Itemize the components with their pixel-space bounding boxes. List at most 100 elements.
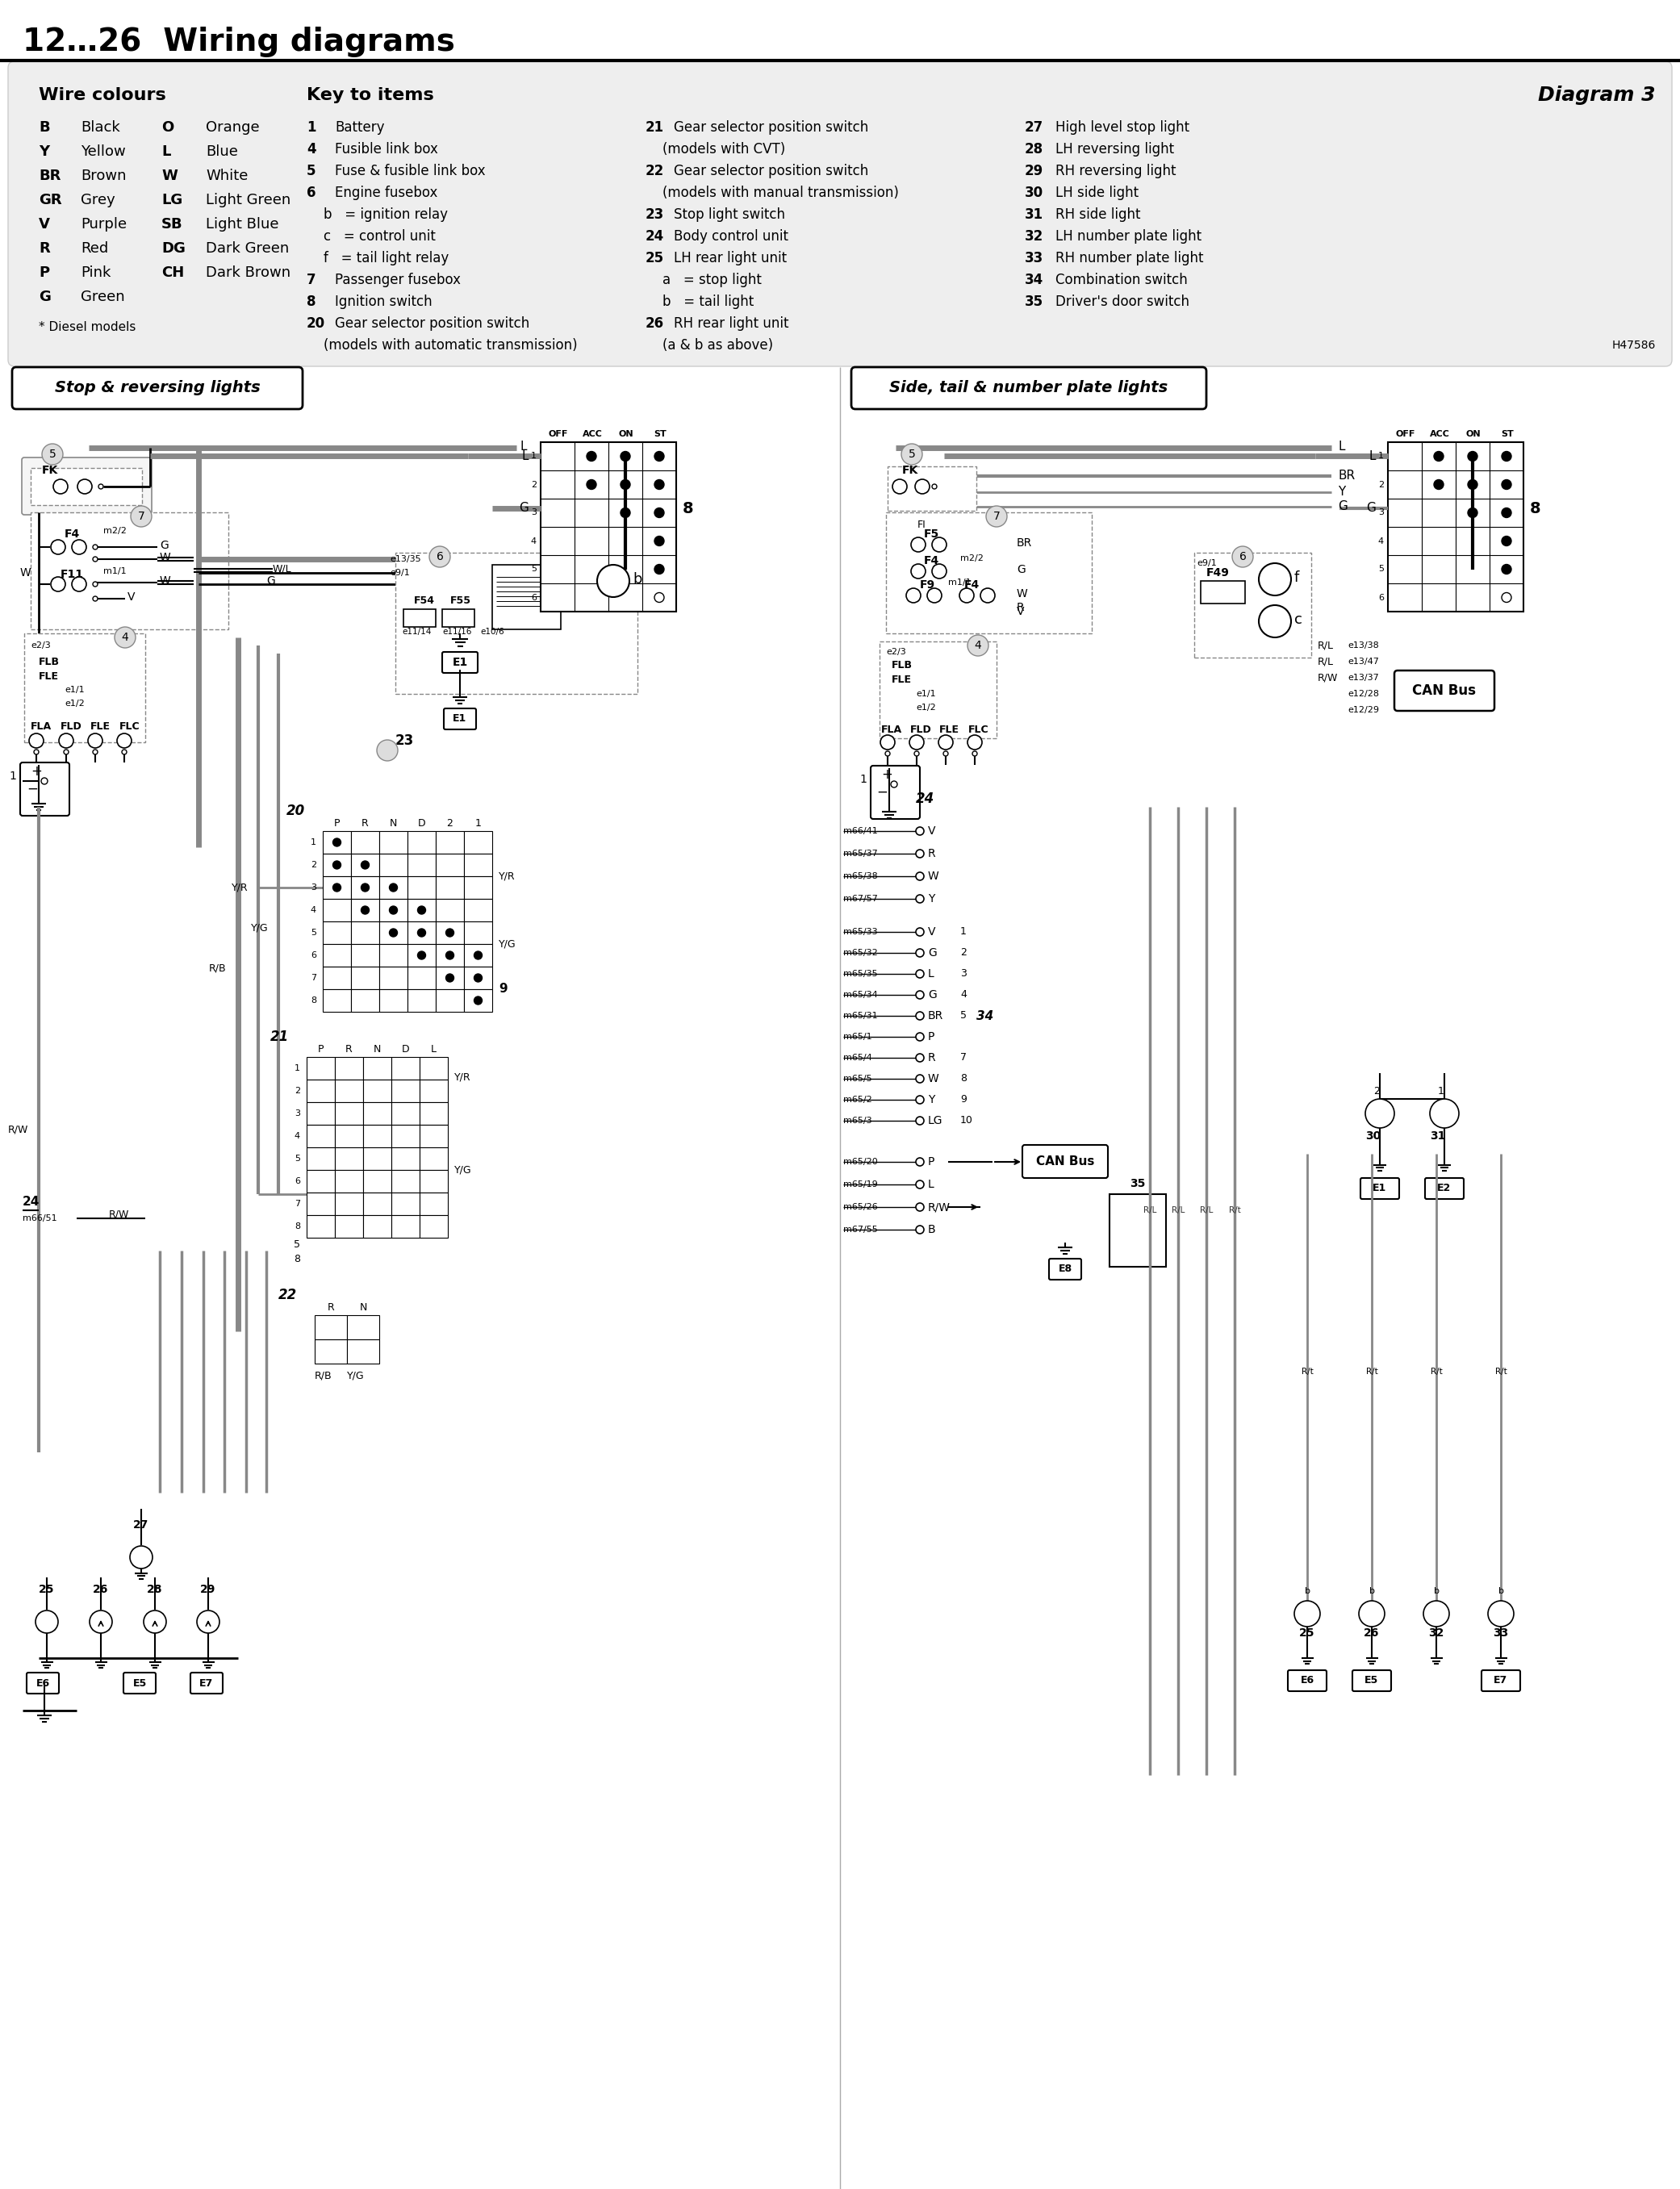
Text: e13/47: e13/47 [1347, 657, 1379, 665]
Text: 28: 28 [146, 1585, 163, 1596]
Circle shape [418, 906, 425, 915]
FancyBboxPatch shape [190, 1672, 223, 1694]
Text: 35: 35 [1131, 1178, 1146, 1189]
Bar [1201, 580, 1245, 604]
Text: b: b [1369, 1587, 1374, 1596]
Text: e10/6: e10/6 [480, 628, 504, 635]
Text: Passenger fusebox: Passenger fusebox [334, 274, 460, 287]
Text: B: B [927, 1224, 936, 1235]
Bar [307, 1079, 334, 1103]
Circle shape [42, 444, 62, 464]
Text: 30: 30 [1025, 186, 1043, 199]
Text: F55: F55 [450, 595, 470, 606]
Text: LH reversing light: LH reversing light [1055, 142, 1174, 158]
Bar [435, 989, 464, 1011]
Circle shape [87, 733, 102, 749]
Circle shape [932, 484, 937, 488]
Text: R: R [927, 1053, 936, 1064]
Bar [880, 641, 996, 738]
Text: L: L [927, 968, 934, 978]
Text: W: W [927, 871, 939, 882]
Circle shape [129, 1545, 153, 1570]
Circle shape [92, 582, 97, 587]
Bar [492, 565, 561, 630]
Text: R: R [346, 1044, 353, 1055]
Circle shape [29, 733, 44, 749]
Circle shape [333, 860, 341, 869]
Circle shape [1258, 563, 1290, 595]
Text: D: D [402, 1044, 410, 1055]
Text: 3: 3 [1378, 508, 1384, 517]
Text: 4: 4 [121, 633, 129, 644]
Bar [351, 989, 380, 1011]
Text: N: N [373, 1044, 381, 1055]
Circle shape [942, 751, 948, 755]
Circle shape [123, 749, 126, 755]
Text: 26: 26 [645, 315, 664, 331]
Text: Y/G: Y/G [252, 922, 269, 933]
Text: m65/34: m65/34 [843, 992, 877, 998]
Text: 6: 6 [437, 552, 444, 563]
Bar [348, 1316, 380, 1340]
Text: E8: E8 [1058, 1263, 1072, 1274]
Text: 7: 7 [294, 1200, 301, 1208]
Circle shape [1435, 479, 1443, 490]
Circle shape [1502, 479, 1512, 490]
Text: Dark Brown: Dark Brown [205, 265, 291, 280]
Text: 5: 5 [961, 1011, 966, 1020]
Bar [435, 900, 464, 922]
Bar [887, 466, 976, 510]
Circle shape [1430, 1099, 1458, 1127]
Circle shape [968, 736, 983, 749]
Bar [395, 552, 637, 694]
Text: 1: 1 [961, 926, 966, 937]
Text: 24: 24 [22, 1195, 40, 1208]
Circle shape [927, 589, 942, 602]
Bar [307, 1057, 334, 1079]
Circle shape [72, 541, 86, 554]
Bar [391, 1169, 420, 1193]
Bar [351, 832, 380, 854]
Text: Side, tail & number plate lights: Side, tail & number plate lights [889, 381, 1168, 396]
Text: 22: 22 [279, 1287, 297, 1302]
Bar [348, 1340, 380, 1364]
Circle shape [1258, 604, 1290, 637]
Bar [307, 1215, 334, 1237]
Bar [307, 1147, 334, 1169]
Text: 27: 27 [1025, 120, 1043, 136]
Text: V: V [927, 825, 936, 836]
Text: G: G [1016, 565, 1025, 576]
Bar [391, 1215, 420, 1237]
Text: m1/1: m1/1 [102, 567, 126, 576]
Circle shape [916, 849, 924, 858]
Circle shape [361, 860, 370, 869]
FancyBboxPatch shape [27, 1672, 59, 1694]
Text: b: b [1499, 1587, 1504, 1596]
Circle shape [655, 451, 664, 462]
Text: Y: Y [927, 1094, 934, 1105]
Text: G: G [39, 289, 50, 304]
Text: L: L [522, 449, 529, 462]
Text: LG: LG [161, 193, 183, 208]
Bar [334, 1103, 363, 1125]
Text: m65/37: m65/37 [843, 849, 877, 858]
Text: e1/1: e1/1 [916, 690, 936, 698]
Circle shape [445, 974, 454, 983]
Bar [363, 1057, 391, 1079]
Bar [334, 1125, 363, 1147]
Bar [363, 1079, 391, 1103]
Text: 1: 1 [860, 773, 867, 786]
Bar [435, 854, 464, 876]
Text: e13/37: e13/37 [1347, 674, 1379, 681]
Text: 6: 6 [531, 593, 536, 602]
Text: e1/2: e1/2 [64, 700, 84, 707]
Text: G: G [927, 948, 937, 959]
Circle shape [916, 1180, 924, 1189]
Text: R/W: R/W [927, 1202, 951, 1213]
Circle shape [131, 506, 151, 528]
Bar [408, 854, 435, 876]
Text: R/t: R/t [1495, 1368, 1507, 1375]
Text: W: W [160, 552, 171, 563]
Text: m65/26: m65/26 [843, 1204, 877, 1211]
Text: RH rear light unit: RH rear light unit [674, 315, 790, 331]
